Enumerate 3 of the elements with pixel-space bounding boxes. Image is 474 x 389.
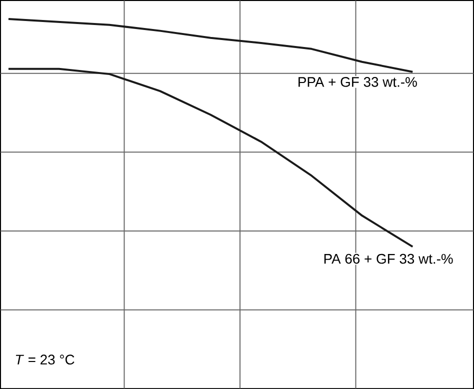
series-label: PA 66 + GF 33 wt.-% — [324, 254, 453, 264]
series-label: PPA + GF 33 wt.-% — [298, 76, 417, 87]
annotation: T = 23 °C — [16, 354, 74, 364]
